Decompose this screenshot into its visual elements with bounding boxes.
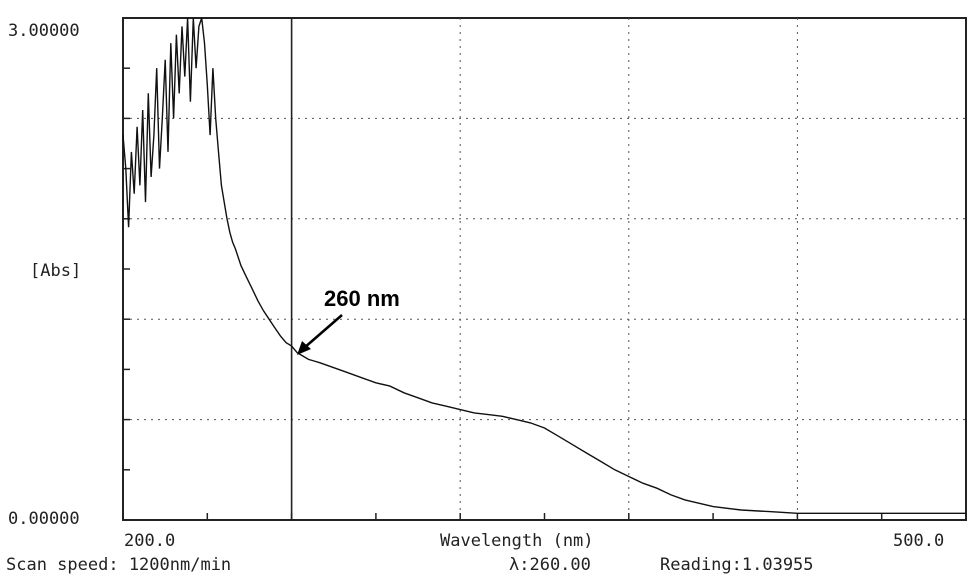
reading-readout: Reading:1.03955 bbox=[660, 555, 814, 575]
annotation-label: 260 nm bbox=[324, 286, 400, 311]
annotation-arrowhead bbox=[297, 341, 311, 355]
axis-ticks bbox=[123, 67, 883, 520]
scan-speed-text: Scan speed: 1200nm/min bbox=[6, 555, 231, 575]
lambda-readout: λ:260.00 bbox=[509, 555, 591, 575]
absorbance-series-line bbox=[122, 17, 966, 514]
x-axis-label: Wavelength (nm) bbox=[440, 531, 594, 551]
y-tick-label-min: 0.00000 bbox=[8, 509, 80, 529]
grid-lines bbox=[123, 18, 966, 520]
x-tick-label-min: 200.0 bbox=[124, 531, 175, 551]
y-axis-label: [Abs] bbox=[30, 261, 81, 281]
annotation-arrow bbox=[303, 314, 343, 349]
y-tick-label-max: 3.00000 bbox=[8, 21, 80, 41]
x-tick-label-max: 500.0 bbox=[893, 531, 944, 551]
